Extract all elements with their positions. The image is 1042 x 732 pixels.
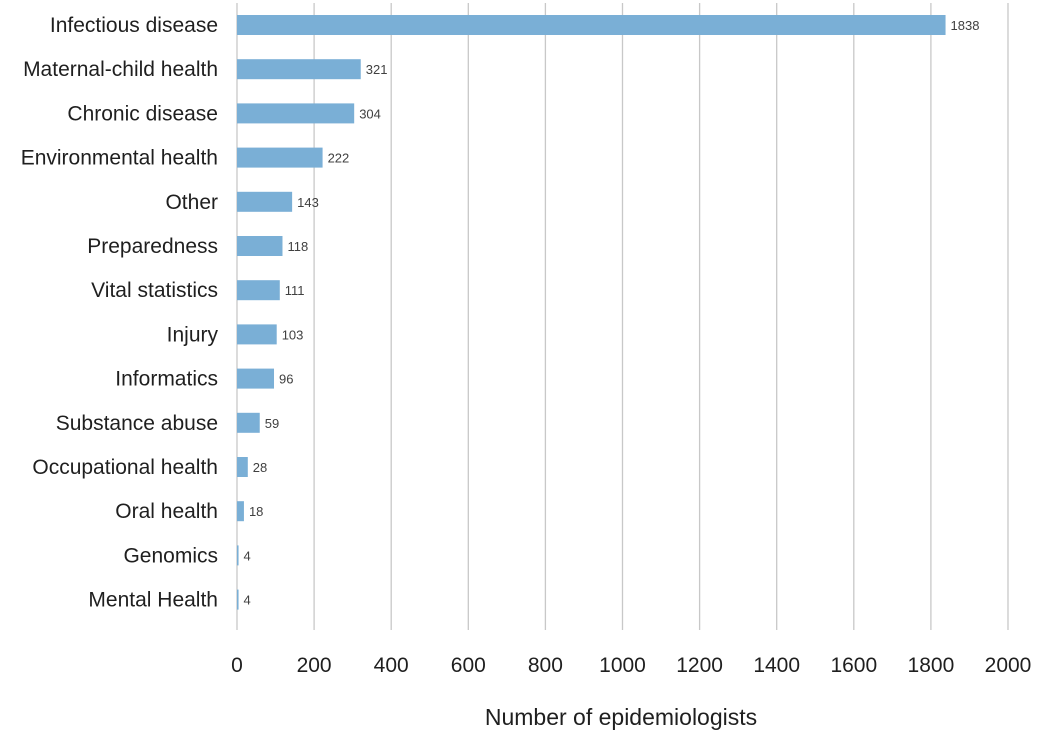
bar [237,412,260,433]
x-tick-label: 200 [297,654,332,677]
bar [237,368,275,389]
bar [237,545,239,566]
category-label: Genomics [123,544,218,567]
data-label: 4 [244,593,251,608]
bar [237,236,283,256]
category-label: Oral health [115,500,218,523]
x-tick-label: 1200 [676,654,723,677]
bar [237,501,244,522]
category-label: Infectious disease [50,14,218,37]
x-tick-labels: 0 200 400 600 800 1000 1200 1400 1600 1800 2000 [231,654,1031,677]
category-label: Preparedness [87,235,218,258]
data-label: 4 [244,548,251,563]
x-tick-label: 1600 [830,654,877,677]
bar [237,191,293,212]
data-label: 304 [359,106,381,121]
x-tick-label: 600 [451,654,486,677]
bar [237,324,277,345]
data-label: 143 [297,195,319,210]
data-label: 111 [285,283,305,298]
data-label: 59 [265,416,279,431]
category-label: Environmental health [21,147,218,170]
x-tick-label: 1800 [908,654,955,677]
x-tick-label: 0 [231,654,243,677]
x-axis-title: Number of epidemiologists [485,704,757,730]
x-tick-label: 400 [374,654,409,677]
category-label: Vital statistics [91,279,218,302]
bar [237,103,355,124]
category-label: Maternal-child health [23,58,218,81]
data-label: 96 [279,372,293,387]
value-labels: 1838 321 304 222 143 118 111 103 96 59 28 18 4 4 [244,18,980,608]
data-label: 321 [366,62,388,77]
category-label: Injury [167,323,219,346]
category-label: Substance abuse [56,412,218,435]
category-label: Other [165,191,218,214]
category-label: Occupational health [32,456,218,479]
x-tick-label: 800 [528,654,563,677]
bar [237,457,248,477]
category-label: Mental Health [88,589,218,612]
bar [237,280,280,301]
bar [237,15,946,35]
data-label: 28 [253,460,267,475]
category-label: Chronic disease [67,102,218,125]
bars [237,15,946,610]
category-labels: Infectious disease Maternal-child health C… [21,14,219,612]
data-label: 118 [287,239,308,254]
data-label: 1838 [951,18,980,33]
gridlines [236,3,1009,630]
data-label: 222 [328,151,350,166]
x-tick-label: 2000 [985,654,1032,677]
data-label: 103 [282,327,304,342]
bar [237,589,239,610]
category-label: Informatics [115,368,218,391]
data-label: 18 [249,504,263,519]
x-tick-label: 1000 [599,654,646,677]
bar [237,59,361,80]
x-tick-label: 1400 [753,654,800,677]
bar [237,147,323,168]
